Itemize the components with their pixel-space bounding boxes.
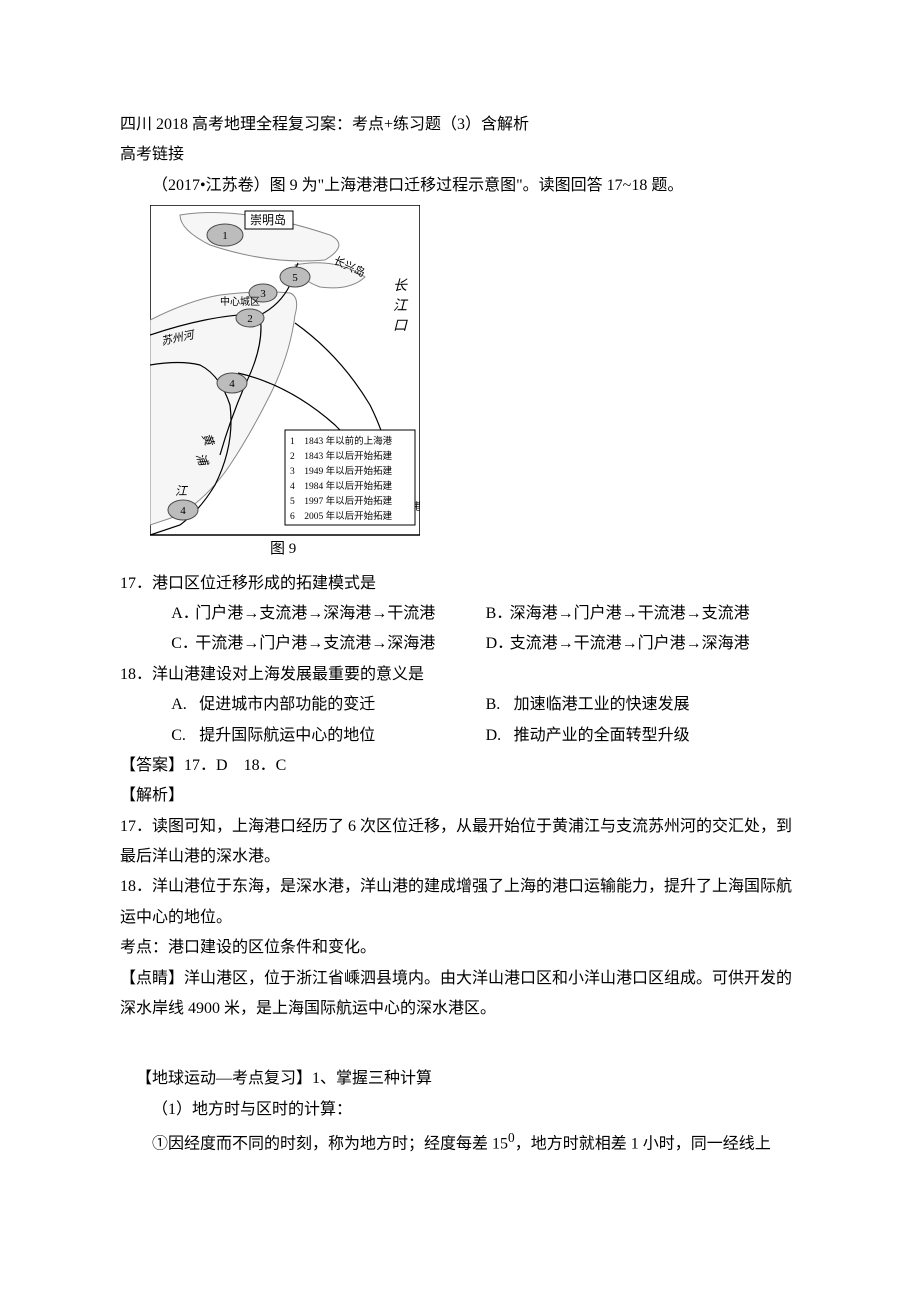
q17-option-c: C．干流港→门户港→支流港→深海港 xyxy=(171,629,485,659)
answer-text: 17．D 18．C xyxy=(184,757,286,774)
document-page: 四川 2018 高考地理全程复习案：考点+练习题（3）含解析 高考链接 （201… xyxy=(0,0,920,1302)
svg-text:4: 4 xyxy=(180,505,186,517)
answer-label: 【答案】 xyxy=(120,757,184,774)
label-chongming: 崇明岛 xyxy=(250,212,286,227)
doc-title: 四川 2018 高考地理全程复习案：考点+练习题（3）含解析 xyxy=(120,110,800,140)
svg-text:中心城区: 中心城区 xyxy=(220,295,260,308)
q17-options-row1: A．门户港→支流港→深海港→干流港 B．深海港→门户港→干流港→支流港 xyxy=(120,599,800,629)
q18-stem: 18．洋山港建设对上海发展最重要的意义是 xyxy=(120,660,800,690)
analysis-kaodian: 考点：港口建设的区位条件和变化。 xyxy=(120,933,800,963)
q17-stem: 17．港口区位迁移形成的拓建模式是 xyxy=(120,569,800,599)
map-svg: 1 2 3 5 4 4 6 xyxy=(150,205,420,557)
svg-text:江: 江 xyxy=(175,484,189,498)
q18-option-d: D. 推动产业的全面转型升级 xyxy=(486,721,800,751)
svg-text:口: 口 xyxy=(393,319,408,334)
q18-option-a: A. 促进城市内部功能的变迁 xyxy=(171,690,485,720)
q17-options-row2: C．干流港→门户港→支流港→深海港 D．支流港→干流港→门户港→深海港 xyxy=(120,629,800,659)
svg-text:4 1984 年以后开始拓建: 4 1984 年以后开始拓建 xyxy=(290,480,393,492)
svg-text:3: 3 xyxy=(260,288,266,300)
analysis-p18: 18．洋山港位于东海，是深水港，洋山港的建成增强了上海的港口运输能力，提升了上海… xyxy=(120,872,800,933)
svg-text:3 1949 年以后开始拓建: 3 1949 年以后开始拓建 xyxy=(290,465,393,477)
q17-number: 17． xyxy=(120,569,152,599)
analysis-p17: 17．读图可知，上海港口经历了 6 次区位迁移，从最开始位于黄浦江与支流苏州河的… xyxy=(120,812,800,873)
q17-option-a: A．门户港→支流港→深海港→干流港 xyxy=(171,599,485,629)
q17-option-d: D．支流港→干流港→门户港→深海港 xyxy=(486,629,800,659)
svg-text:2 1843 年以后开始拓建: 2 1843 年以后开始拓建 xyxy=(290,450,393,462)
analysis-header: 【解析】 xyxy=(120,781,800,811)
svg-text:6 2005 年以后开始拓建: 6 2005 年以后开始拓建 xyxy=(290,510,393,522)
q18-number: 18． xyxy=(120,660,152,690)
q18-options-row1: A. 促进城市内部功能的变迁 B. 加速临港工业的快速发展 xyxy=(120,690,800,720)
svg-text:江: 江 xyxy=(393,298,409,314)
q18-options-row2: C. 提升国际航运中心的地位 D. 推动产业的全面转型升级 xyxy=(120,721,800,751)
svg-text:5: 5 xyxy=(292,272,298,284)
section2-p2: ①因经度而不同的时刻，称为地方时；经度每差 150，地方时就相差 1 小时，同一… xyxy=(120,1125,800,1160)
svg-text:长: 长 xyxy=(393,278,408,294)
map-legend: 1 1843 年以前的上海港 2 1843 年以后开始拓建 3 1949 年以后… xyxy=(285,430,415,525)
svg-text:1 1843 年以前的上海港: 1 1843 年以前的上海港 xyxy=(290,435,393,447)
q18-option-c: C. 提升国际航运中心的地位 xyxy=(171,721,485,751)
svg-text:5 1997 年以后开始拓建: 5 1997 年以后开始拓建 xyxy=(290,495,393,507)
q17-option-b: B．深海港→门户港→干流港→支流港 xyxy=(486,599,800,629)
figure-9: 1 2 3 5 4 4 6 xyxy=(150,205,800,568)
section2-heading: 【地球运动—考点复习】1、掌握三种计算 xyxy=(120,1064,800,1094)
spacer xyxy=(120,1024,800,1064)
svg-text:1: 1 xyxy=(222,230,228,242)
analysis-dianjing: 【点睛】洋山港区，位于浙江省嵊泗县境内。由大洋山港口区和小洋山港口区组成。可供开… xyxy=(120,964,800,1025)
answer-line: 【答案】17．D 18．C xyxy=(120,751,800,781)
question-source: （2017•江苏卷）图 9 为"上海港港口迁移过程示意图"。读图回答 17~18… xyxy=(120,171,800,201)
section2-p1: （1）地方时与区时的计算： xyxy=(120,1095,800,1125)
svg-text:2: 2 xyxy=(247,313,253,325)
q18-option-b: B. 加速临港工业的快速发展 xyxy=(486,690,800,720)
svg-text:4: 4 xyxy=(229,378,235,390)
doc-subtitle: 高考链接 xyxy=(120,140,800,170)
figure-caption: 图 9 xyxy=(270,540,296,557)
